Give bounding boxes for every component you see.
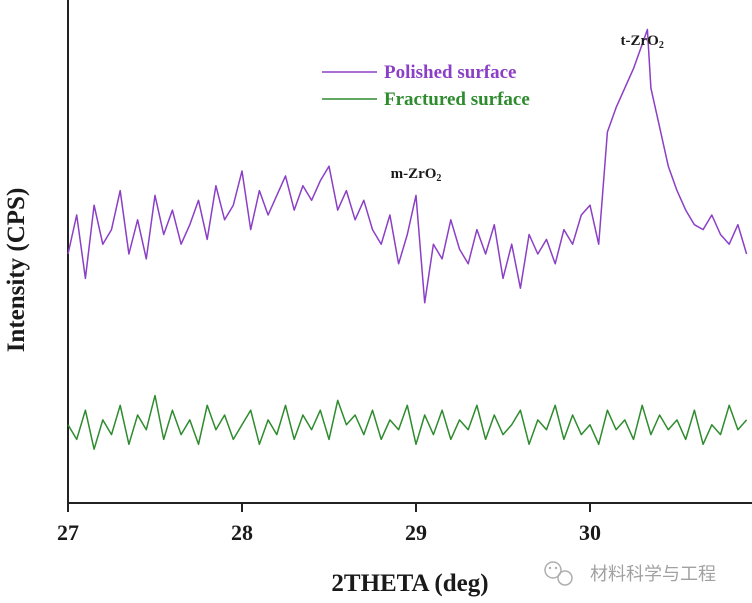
x-tick-label: 29 (405, 520, 427, 545)
series-line-polished (67, 28, 748, 304)
legend: Polished surface Fractured surface (322, 62, 530, 110)
legend-label-fractured: Fractured surface (384, 89, 530, 110)
series-lines (67, 28, 748, 450)
legend-label-polished: Polished surface (384, 62, 516, 83)
series-line-fractured (67, 394, 748, 450)
x-tick-label: 28 (231, 520, 253, 545)
peak-annotation-base: m-ZrO (391, 166, 437, 182)
wechat-icon (544, 561, 573, 586)
x-tick-label: 30 (579, 520, 601, 545)
peak-annotation-sub: 2 (436, 173, 441, 184)
x-tick-label: 27 (57, 520, 79, 545)
peak-annotation: m-ZrO2 (391, 166, 442, 184)
peak-annotation-sub: 2 (659, 40, 664, 51)
y-axis-title: Intensity (CPS) (3, 188, 30, 353)
peak-annotation-base: t-ZrO (621, 33, 659, 49)
watermark-text: 材料科学与工程 (590, 564, 716, 585)
x-ticks: 27 28 29 30 (57, 503, 601, 545)
watermark: 材料科学与工程 (544, 561, 716, 586)
x-axis-title: 2THETA (deg) (331, 570, 488, 597)
peak-annotation: t-ZrO2 (621, 33, 664, 51)
